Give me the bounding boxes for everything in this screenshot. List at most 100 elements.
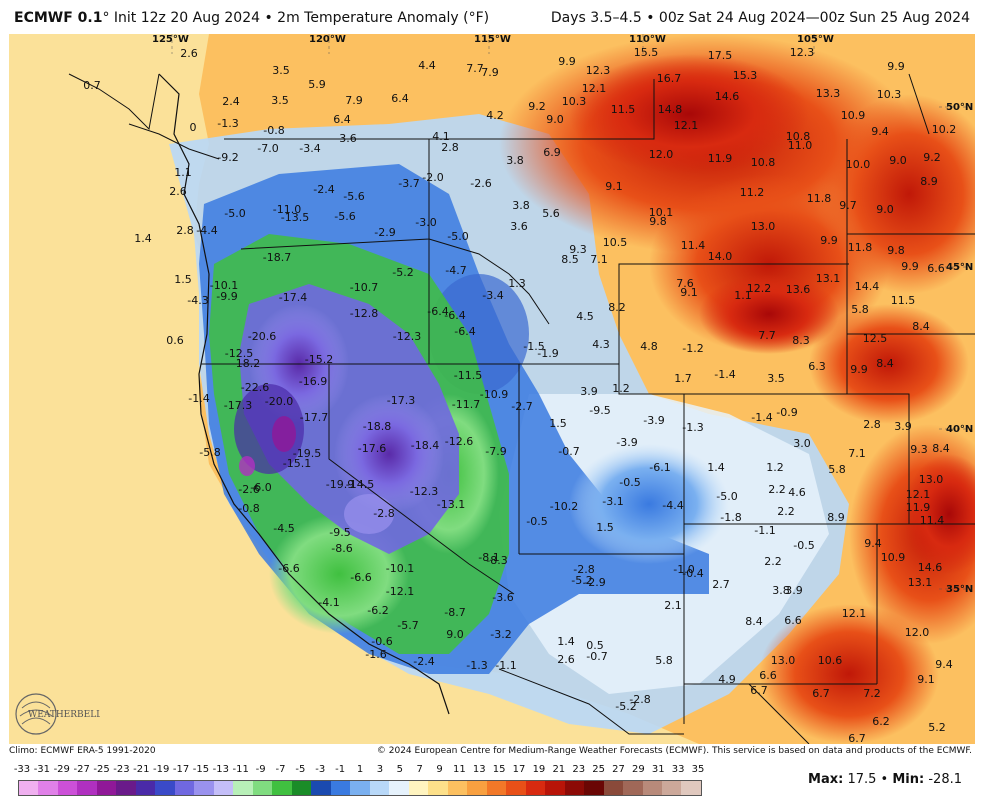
- legend-tick: -17: [172, 764, 190, 775]
- legend-tick: -19: [153, 764, 170, 775]
- legend-swatch: [681, 781, 701, 795]
- anomaly-value: 14.8: [658, 103, 683, 116]
- legend-tick: -23: [113, 764, 130, 775]
- anomaly-value: -1.3: [682, 421, 703, 434]
- legend-tick: -3: [315, 764, 326, 775]
- climo-note: Climo: ECMWF ERA-5 1991-2020: [9, 746, 156, 756]
- legend-swatch: [77, 781, 97, 795]
- anomaly-value: -11.0: [273, 203, 301, 216]
- legend-tick: 27: [612, 764, 625, 775]
- anomaly-value: -3.0: [415, 216, 436, 229]
- weatherbell-logo: WEATHERBELL: [14, 690, 102, 736]
- anomaly-value: -2.6: [470, 177, 491, 190]
- anomaly-value: 15.3: [733, 69, 758, 82]
- anomaly-value: 0.6: [166, 334, 184, 347]
- anomaly-value: -4.4: [196, 224, 217, 237]
- anomaly-value: 7.9: [345, 94, 363, 107]
- legend-tick: -27: [73, 764, 90, 775]
- anomaly-value: -2.9: [374, 226, 395, 239]
- anomaly-value: 3.5: [767, 372, 785, 385]
- legend-tick: 33: [671, 764, 685, 775]
- anomaly-value: -8.6: [331, 542, 352, 555]
- legend-tick: 31: [651, 764, 665, 775]
- anomaly-value: 2.6: [180, 47, 198, 60]
- legend-tick: -33: [13, 764, 31, 775]
- copyright-note: © 2024 European Centre for Medium-Range …: [376, 746, 972, 756]
- anomaly-map: 125°W 120°W 115°W 110°W 105°W 50°N 45°N 40°N 35°…: [9, 34, 975, 744]
- legend-tick-labels: -33 -31 -29 -27 -25 -23 -21 -19 -17 -15 -13 -11 -9 -7…: [13, 764, 705, 778]
- anomaly-value: 4.4: [418, 59, 436, 72]
- anomaly-value: 2.2: [764, 555, 782, 568]
- legend-tick: 3: [376, 764, 384, 775]
- anomaly-value: 9.0: [889, 154, 907, 167]
- anomaly-value: -0.6: [371, 635, 392, 648]
- anomaly-value: 14.4: [855, 280, 880, 293]
- legend-tick: -31: [33, 764, 51, 775]
- anomaly-value: 17.5: [708, 49, 733, 62]
- legend-tick: 21: [552, 764, 566, 775]
- header: ECMWF 0.1° Init 12z 20 Aug 2024 • 2m Tem…: [0, 0, 984, 36]
- anomaly-value: 1.2: [766, 461, 784, 474]
- anomaly-value: -10.1: [386, 562, 414, 575]
- anomaly-value: -4.1: [318, 596, 339, 609]
- coastline: [158, 73, 450, 715]
- anomaly-value: -13.1: [437, 498, 465, 511]
- anomaly-value: 2.4: [222, 95, 240, 108]
- anomaly-value: 1.5: [549, 417, 567, 430]
- anomaly-value: -2.8: [373, 507, 394, 520]
- legend-tick: -29: [53, 764, 70, 775]
- legend-swatch: [96, 781, 117, 795]
- legend-swatch: [350, 781, 370, 795]
- anomaly-value: -17.3: [387, 394, 415, 407]
- legend-swatch: [330, 781, 351, 795]
- anomaly-value: 12.5: [863, 332, 888, 345]
- anomaly-value: 11.9: [708, 152, 733, 165]
- anomaly-value: 8.4: [745, 615, 763, 628]
- anomaly-value: 16.7: [657, 72, 682, 85]
- anomaly-value: 7.2: [863, 687, 881, 700]
- anomaly-value: 7.1: [590, 253, 608, 266]
- anomaly-value: -1.2: [682, 342, 703, 355]
- anomaly-value: 6.6: [759, 669, 777, 682]
- anomaly-value: 2.8: [176, 224, 194, 237]
- legend-swatch: [506, 781, 526, 795]
- anomaly-value: -12.8: [350, 307, 378, 320]
- anomaly-value: 0.7: [83, 79, 101, 92]
- legend-tick: -5: [295, 764, 306, 775]
- anomaly-value: -20.0: [265, 395, 293, 408]
- anomaly-value: -6.1: [649, 461, 670, 474]
- anomaly-value: 9.4: [935, 658, 953, 671]
- anomaly-value: -8.1: [478, 551, 499, 564]
- anomaly-value: 3.5: [271, 94, 289, 107]
- anomaly-value: -9.9: [216, 290, 237, 303]
- map-canvas: 125°W 120°W 115°W 110°W 105°W 50°N 45°N 40°N 35°…: [9, 34, 975, 744]
- anomaly-value: -0.7: [558, 445, 579, 458]
- anomaly-value: -5.0: [447, 230, 468, 243]
- anomaly-value: 4.9: [718, 673, 736, 686]
- legend-swatch: [155, 781, 175, 795]
- anomaly-value: -1.8: [720, 511, 741, 524]
- anomaly-value: -20.6: [248, 330, 276, 343]
- anomaly-value: -2.7: [511, 400, 532, 413]
- anomaly-value: 6.7: [812, 687, 830, 700]
- anomaly-value: -2.0: [422, 171, 443, 184]
- anomaly-value: 2.6: [557, 653, 575, 666]
- anomaly-value: -5.7: [397, 619, 418, 632]
- anomaly-value: -6.4: [427, 305, 448, 318]
- legend-swatch: [38, 781, 58, 795]
- anomaly-value: -18.7: [263, 251, 291, 264]
- anomaly-value: -9.5: [589, 404, 610, 417]
- anomaly-value: 10.8: [751, 156, 776, 169]
- anomaly-value: 14.6: [918, 561, 943, 574]
- anomaly-value: -5.8: [199, 446, 220, 459]
- legend-tick: -21: [133, 764, 150, 775]
- anomaly-value: 4.3: [592, 338, 610, 351]
- anomaly-value: 3.8: [506, 154, 524, 167]
- anomaly-value: 9.7: [839, 199, 857, 212]
- legend-swatch: [623, 781, 643, 795]
- legend-tick: 9: [436, 764, 443, 775]
- anomaly-value: -5.2: [615, 700, 636, 713]
- anomaly-value: -4.3: [187, 294, 208, 307]
- anomaly-value: 2.2: [777, 505, 795, 518]
- legend-swatch: [447, 781, 468, 795]
